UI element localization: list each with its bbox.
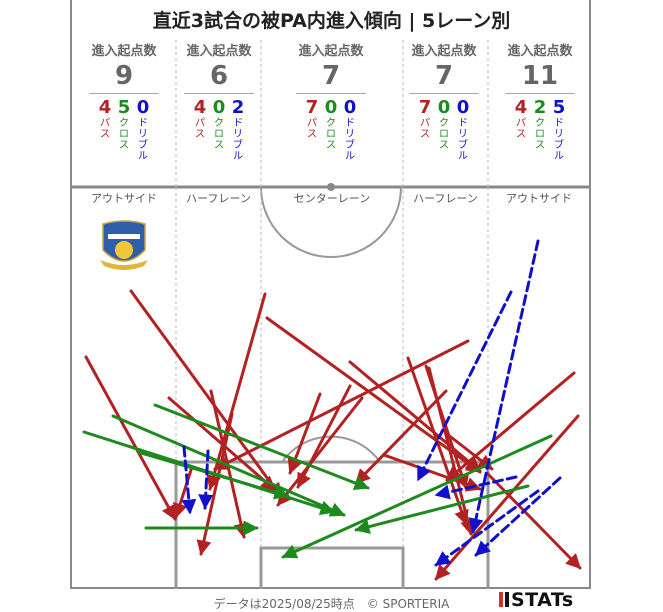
cross-arrow <box>111 414 346 517</box>
pass-label: パス <box>195 118 205 140</box>
dribble-arrow <box>434 475 518 500</box>
cross-arrow <box>281 434 553 559</box>
dribble-arrow <box>416 290 513 482</box>
cross-count: 2 <box>533 97 547 118</box>
pass-arrow <box>427 366 475 536</box>
logo-text: STATs <box>511 589 574 611</box>
lane-name: ハーフレーン <box>186 192 251 205</box>
pass-arrow <box>354 389 448 485</box>
cross-arrow <box>153 403 370 491</box>
cross-label: クロス <box>439 118 449 151</box>
cross-label: クロス <box>214 118 224 151</box>
pass-arrow <box>129 289 283 499</box>
lane-name: センターレーン <box>293 192 371 205</box>
lane-name: アウトサイド <box>91 192 157 205</box>
pass-count: 4 <box>514 97 528 118</box>
lane-stats-2: 進入起点数 6 4 パス 0 クロス 2 ドリブル <box>179 40 259 162</box>
footer-source: データは2025/08/25時点 © SPORTERIA <box>213 597 450 611</box>
pass-arrow <box>84 355 177 521</box>
lane-header: 進入起点数 <box>507 44 573 59</box>
dribble-label: ドリブル <box>138 118 148 162</box>
pass-count: 7 <box>418 97 432 118</box>
lane-stats-1: 進入起点数 9 4 パス 5 クロス 0 ドリブル <box>84 40 164 162</box>
logo-bar <box>505 592 509 607</box>
dribble-label: ドリブル <box>233 118 243 162</box>
pass-arrow <box>382 453 482 492</box>
cross-count: 0 <box>212 97 226 118</box>
team-crest <box>100 220 148 270</box>
pass-label: パス <box>100 118 110 140</box>
cross-label: クロス <box>119 118 129 151</box>
lane-total: 6 <box>209 61 229 91</box>
dribble-count: 5 <box>552 97 566 118</box>
dribble-arrow <box>474 476 562 557</box>
cross-label: クロス <box>326 118 336 151</box>
pass-arrow <box>348 360 482 473</box>
lane-total: 11 <box>521 61 559 91</box>
cross-label: クロス <box>535 118 545 151</box>
cross-arrow <box>136 450 290 500</box>
dribble-count: 0 <box>456 97 470 118</box>
pass-count: 4 <box>98 97 112 118</box>
dribble-count: 0 <box>343 97 357 118</box>
lane-stats-5: 進入起点数 11 4 パス 2 クロス 5 ドリブル <box>500 40 580 162</box>
page-title: 直近3試合の被PA内進入傾向 | 5レーン別 <box>152 10 511 32</box>
lane-total: 7 <box>434 61 454 91</box>
logo-bar <box>499 592 503 607</box>
pass-arrow <box>445 371 576 482</box>
cross-count: 5 <box>117 97 131 118</box>
pass-arrow <box>434 414 580 581</box>
center-circle <box>260 186 402 258</box>
penalty-area <box>174 460 490 589</box>
dribble-label: ドリブル <box>345 118 355 162</box>
stats-logo: STATs <box>499 589 574 611</box>
dribble-count: 0 <box>136 97 150 118</box>
pass-arrow <box>445 432 494 471</box>
lane-total: 7 <box>321 61 341 91</box>
lane-header: 進入起点数 <box>411 44 477 59</box>
pass-arrow <box>196 412 234 556</box>
arrows-layer <box>82 239 582 581</box>
dribble-label: ドリブル <box>554 118 564 162</box>
pass-count: 4 <box>193 97 207 118</box>
center-spot <box>327 183 335 191</box>
dribble-count: 2 <box>231 97 245 118</box>
lane-header: 進入起点数 <box>186 44 252 59</box>
lane-stats-3: 進入起点数 7 7 パス 0 クロス 0 ドリブル <box>291 40 371 162</box>
lane-name: ハーフレーン <box>413 192 478 205</box>
cross-count: 0 <box>437 97 451 118</box>
pitch-frame <box>70 0 591 589</box>
dribble-label: ドリブル <box>458 118 468 162</box>
cross-arrow <box>354 484 530 534</box>
cross-count: 0 <box>324 97 338 118</box>
pass-arrow <box>406 356 469 526</box>
pass-label: パス <box>516 118 526 140</box>
goal-area <box>259 546 405 589</box>
lane-total: 9 <box>114 61 134 91</box>
pass-arrow <box>265 316 482 474</box>
lane-stats-4: 進入起点数 7 7 パス 0 クロス 0 ドリブル <box>404 40 484 162</box>
pass-label: パス <box>307 118 317 140</box>
lane-header: 進入起点数 <box>298 44 364 59</box>
dribble-arrow <box>434 489 540 567</box>
pass-count: 7 <box>305 97 319 118</box>
pass-arrow <box>167 396 277 492</box>
pass-arrow <box>276 396 364 507</box>
lane-header: 進入起点数 <box>91 44 157 59</box>
dribble-arrow <box>181 445 197 515</box>
pass-arrow <box>485 471 582 570</box>
pass-arrow <box>172 468 193 519</box>
pass-label: パス <box>420 118 430 140</box>
lane-name: アウトサイド <box>506 192 572 205</box>
dribble-arrow <box>198 449 214 510</box>
dribble-arrow <box>468 239 540 534</box>
